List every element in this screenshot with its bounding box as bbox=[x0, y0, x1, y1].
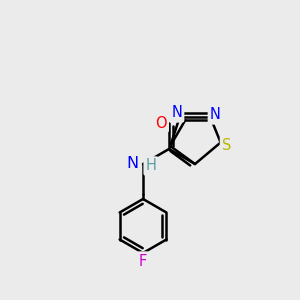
Text: H: H bbox=[146, 158, 157, 173]
Text: N: N bbox=[210, 107, 221, 122]
Text: N: N bbox=[126, 157, 138, 172]
Text: N: N bbox=[171, 106, 182, 121]
Text: O: O bbox=[155, 116, 167, 130]
Text: F: F bbox=[139, 254, 147, 268]
Text: S: S bbox=[222, 138, 231, 153]
